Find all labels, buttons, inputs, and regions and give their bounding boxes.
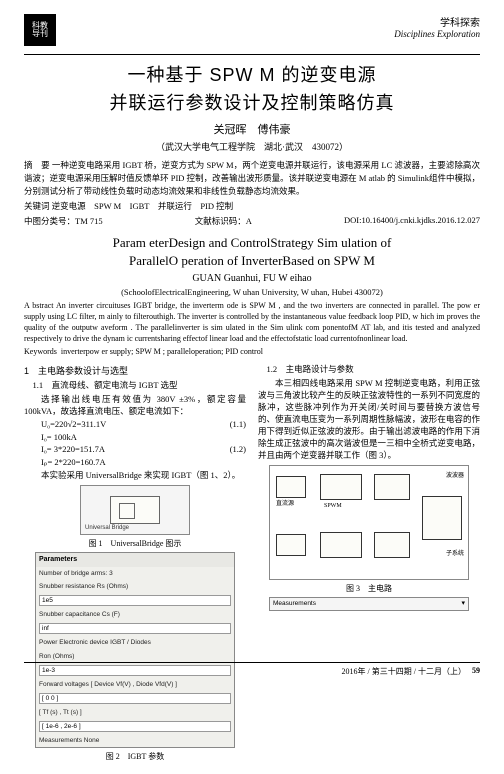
figure-1: Universal Bridge bbox=[80, 485, 190, 535]
doc-code: 文献标识码：A bbox=[195, 215, 252, 227]
figure-3-dropdown: Measurements ▾ bbox=[269, 597, 469, 611]
equation-1-2c: Iₚ= 2*220=160.7A bbox=[24, 457, 246, 469]
kw-cn-label: 关键词 bbox=[24, 201, 50, 211]
para-l1: 选择输出线电压有效值为 380V ±3%，额定容量 100kVA，故选择直流电压… bbox=[24, 394, 246, 418]
abstract-cn-text: 一种逆变电路采用 IGBT 桥，逆变方式为 SPW M，两个逆变电源并联运行，该… bbox=[24, 160, 480, 196]
kw-en-label: Keywords bbox=[24, 347, 57, 356]
fig3-block-filter2 bbox=[374, 532, 410, 558]
section-1-heading: 1 主电路参数设计与选型 bbox=[24, 365, 246, 378]
clc: 中图分类号：TM 715 bbox=[24, 215, 103, 227]
figure-2-title: Parameters bbox=[36, 553, 234, 567]
fig3-label-sub: 子系统 bbox=[446, 550, 464, 558]
fig2-param-value: [ 0 0 ] bbox=[39, 693, 231, 704]
figure-3: 直流源 波波器 SPWM 子系统 bbox=[269, 465, 469, 580]
section-cn: 学科探索 bbox=[394, 14, 480, 29]
authors-en: GUAN Guanhui, FU W eihao bbox=[24, 273, 480, 284]
fig2-param-row: Snubber capacitance Cs (F) bbox=[36, 608, 234, 621]
abstract-cn-label: 摘 要 bbox=[24, 160, 50, 170]
abstract-cn: 摘 要 一种逆变电路采用 IGBT 桥，逆变方式为 SPW M，两个逆变电源并联… bbox=[24, 159, 480, 197]
fig3-label-source: 直流源 bbox=[276, 500, 294, 508]
fig3-block-load bbox=[422, 496, 462, 540]
affiliation-cn: （武汉大学电气工程学院 湖北·武汉 430072） bbox=[24, 140, 480, 153]
keywords-en: Keywords inverterpow er supply; SPW M ; … bbox=[24, 347, 480, 356]
fig3-block-source1 bbox=[276, 476, 306, 498]
section-en: Disciplines Exploration bbox=[394, 29, 480, 39]
fig3-block-bridge2 bbox=[320, 532, 362, 558]
title-en-line1: Param eterDesign and ControlStrategy Sim… bbox=[24, 235, 480, 251]
fig2-param-value: 1e5 bbox=[39, 595, 231, 606]
title-cn-line2: 并联运行参数设计及控制策略仿真 bbox=[24, 89, 480, 115]
title-en-line2: ParallelO peration of InverterBased on S… bbox=[24, 253, 480, 269]
fig2-param-row: 1e5 bbox=[36, 593, 234, 608]
kw-en-text: inverterpow er supply; SPW M ; parallelo… bbox=[61, 347, 263, 356]
fig2-param-row: Measurements None bbox=[36, 734, 234, 747]
fig3-block-source2 bbox=[276, 534, 306, 556]
logo-text-bot: 导刊 bbox=[32, 30, 48, 38]
page-footer: 2016年 / 第三十四期 / 十二月（上） 59 bbox=[24, 662, 480, 677]
page-number: 59 bbox=[472, 666, 480, 677]
equation-1-2a: I₀= 100kA bbox=[24, 432, 246, 444]
figure-1-caption: 图 1 UniversalBridge 图示 bbox=[24, 538, 246, 549]
body-columns: 1 主电路参数设计与选型 1.1 直流母线、额定电流与 IGBT 选型 选择输出… bbox=[24, 362, 480, 764]
equation-1-2b: I₀= 3*220=151.7A (1.2) bbox=[24, 444, 246, 456]
fig2-param-label: Measurements None bbox=[39, 736, 231, 745]
fig2-param-row: Power Electronic device IGBT / Diodes bbox=[36, 636, 234, 649]
meas-label: Measurements bbox=[273, 599, 461, 608]
fig2-param-label: Snubber capacitance Cs (F) bbox=[39, 610, 231, 619]
authors-cn: 关冠晖 傅伟豪 bbox=[24, 121, 480, 137]
kw-cn-text: 逆变电源 SPW M IGBT 并联运行 PID 控制 bbox=[52, 201, 234, 211]
header-rule bbox=[24, 54, 480, 55]
fig2-param-value: inf bbox=[39, 623, 231, 634]
figure-1-block bbox=[110, 496, 160, 524]
journal-logo: 科教 导刊 bbox=[24, 14, 56, 46]
title-cn-line1: 一种基于 SPW M 的逆变电源 bbox=[24, 61, 480, 87]
fig2-param-label: Forward voltages [ Device Vf(V) , Diode … bbox=[39, 680, 231, 689]
para-r1: 本三相四线电路采用 SPW M 控制逆变电路，利用正弦波与三角波比较产生的反映正… bbox=[258, 378, 480, 461]
figure-2: Parameters Number of bridge arms: 3 Snubb… bbox=[35, 552, 235, 748]
fig2-param-label: [ Tf (s) , Tt (s) ] bbox=[39, 708, 231, 717]
subsection-1-1: 1.1 直流母线、额定电流与 IGBT 选型 bbox=[24, 380, 246, 392]
fig3-label-filter: 波波器 bbox=[446, 472, 464, 480]
doi: DOI:10.16400/j.cnki.kjdks.2016.12.027 bbox=[344, 215, 480, 227]
fig2-param-row: inf bbox=[36, 621, 234, 636]
figure-3-caption: 图 3 主电路 bbox=[258, 583, 480, 594]
para-l2: 本实验采用 UniversalBridge 来实现 IGBT（图 1、2）。 bbox=[24, 470, 246, 482]
classification-row: 中图分类号：TM 715 文献标识码：A DOI:10.16400/j.cnki… bbox=[24, 215, 480, 227]
fig3-block-bridge1 bbox=[320, 474, 362, 500]
fig3-block-filter1 bbox=[374, 474, 410, 500]
chevron-down-icon: ▾ bbox=[461, 599, 465, 609]
fig2-param-row: [ 1e-6 , 2e-6 ] bbox=[36, 719, 234, 734]
fig2-param-row: Snubber resistance Rs (Ohms) bbox=[36, 580, 234, 593]
fig2-param-row: Number of bridge arms: 3 bbox=[36, 567, 234, 580]
equation-1-1: U₀=220√2=311.1V (1.1) bbox=[24, 419, 246, 431]
fig2-param-value: [ 1e-6 , 2e-6 ] bbox=[39, 721, 231, 732]
fig2-param-label: Power Electronic device IGBT / Diodes bbox=[39, 638, 231, 647]
footer-text: 2016年 / 第三十四期 / 十二月（上） bbox=[342, 666, 466, 677]
figure-1-label: Universal Bridge bbox=[85, 524, 129, 532]
right-column: 1.2 主电路设计与参数 本三相四线电路采用 SPW M 控制逆变电路，利用正弦… bbox=[258, 362, 480, 764]
fig2-param-row: Forward voltages [ Device Vf(V) , Diode … bbox=[36, 678, 234, 691]
page-header: 科教 导刊 学科探索 Disciplines Exploration bbox=[24, 14, 480, 46]
fig2-param-label: Ron (Ohms) bbox=[39, 652, 231, 661]
section-label: 学科探索 Disciplines Exploration bbox=[394, 14, 480, 39]
fig2-param-row: Ron (Ohms) bbox=[36, 650, 234, 663]
fig2-param-row: [ Tf (s) , Tt (s) ] bbox=[36, 706, 234, 719]
figure-2-caption: 图 2 IGBT 参数 bbox=[24, 751, 246, 762]
fig2-param-label: Number of bridge arms: 3 bbox=[39, 569, 231, 578]
fig3-label-spwm: SPWM bbox=[324, 502, 342, 510]
keywords-cn: 关键词 逆变电源 SPW M IGBT 并联运行 PID 控制 bbox=[24, 200, 480, 212]
affiliation-en: (SchoolofElectricalEngineering, W uhan U… bbox=[24, 287, 480, 297]
abstract-en: A bstract An inverter circuituses IGBT b… bbox=[24, 301, 480, 344]
left-column: 1 主电路参数设计与选型 1.1 直流母线、额定电流与 IGBT 选型 选择输出… bbox=[24, 362, 246, 764]
fig2-param-row: [ 0 0 ] bbox=[36, 691, 234, 706]
fig2-param-label: Snubber resistance Rs (Ohms) bbox=[39, 582, 231, 591]
subsection-1-2: 1.2 主电路设计与参数 bbox=[258, 364, 480, 376]
